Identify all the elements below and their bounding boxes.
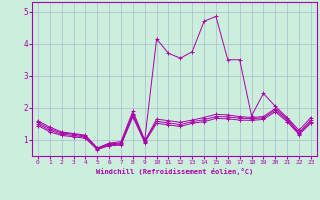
X-axis label: Windchill (Refroidissement éolien,°C): Windchill (Refroidissement éolien,°C)	[96, 168, 253, 175]
